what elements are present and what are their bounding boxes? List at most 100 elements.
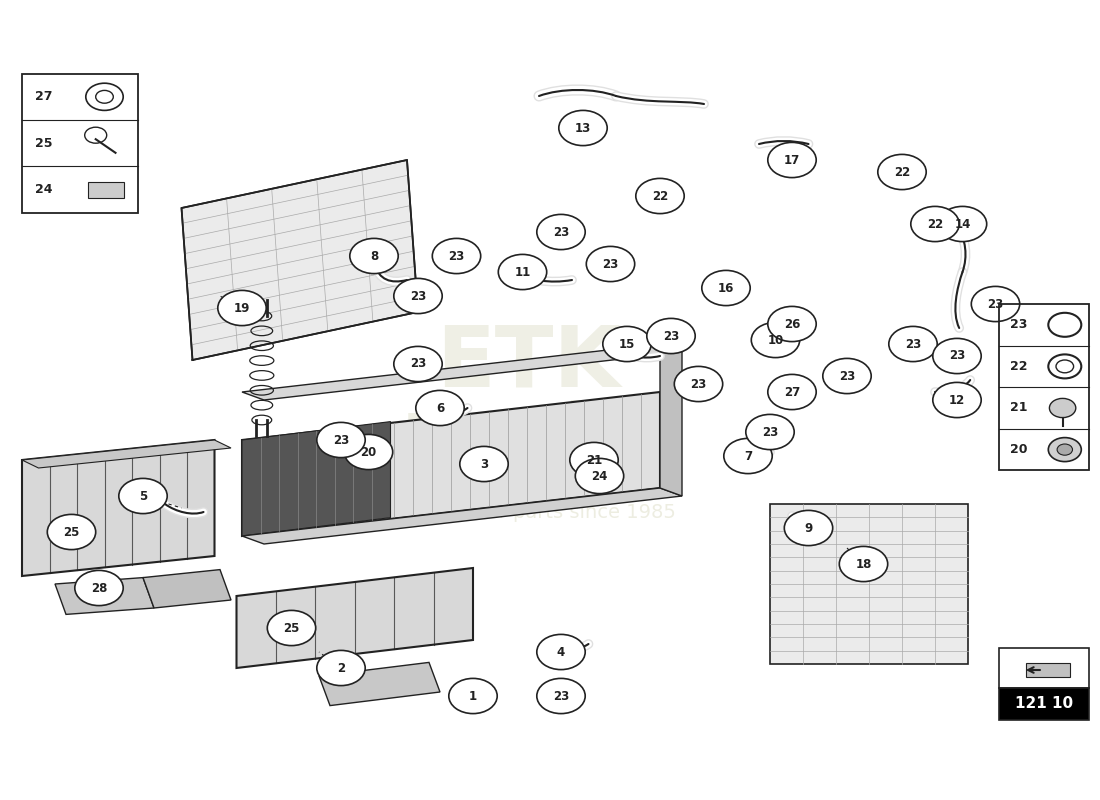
Circle shape bbox=[1057, 444, 1072, 455]
Circle shape bbox=[394, 346, 442, 382]
Text: 11: 11 bbox=[515, 266, 530, 278]
Circle shape bbox=[1049, 398, 1076, 418]
Circle shape bbox=[911, 206, 959, 242]
Text: 6: 6 bbox=[436, 402, 444, 414]
Text: 23: 23 bbox=[905, 338, 921, 350]
Circle shape bbox=[537, 634, 585, 670]
Text: 23: 23 bbox=[1010, 318, 1027, 331]
Circle shape bbox=[350, 238, 398, 274]
Text: 22: 22 bbox=[894, 166, 910, 178]
Circle shape bbox=[537, 214, 585, 250]
Text: 1: 1 bbox=[469, 690, 477, 702]
Polygon shape bbox=[55, 578, 154, 614]
Circle shape bbox=[933, 338, 981, 374]
Text: 22: 22 bbox=[652, 190, 668, 202]
Circle shape bbox=[218, 290, 266, 326]
Polygon shape bbox=[22, 440, 231, 468]
Circle shape bbox=[784, 510, 833, 546]
Text: 9: 9 bbox=[804, 522, 813, 534]
Text: 23: 23 bbox=[762, 426, 778, 438]
Text: 24: 24 bbox=[592, 470, 607, 482]
Text: 22: 22 bbox=[1010, 360, 1027, 373]
Text: 22: 22 bbox=[927, 218, 943, 230]
Text: 20: 20 bbox=[1010, 443, 1027, 456]
Circle shape bbox=[636, 178, 684, 214]
Text: 13: 13 bbox=[575, 122, 591, 134]
Circle shape bbox=[75, 570, 123, 606]
Circle shape bbox=[724, 438, 772, 474]
Circle shape bbox=[559, 110, 607, 146]
Text: a passion for parts since 1985: a passion for parts since 1985 bbox=[381, 502, 675, 522]
Circle shape bbox=[575, 458, 624, 494]
Text: 21: 21 bbox=[1010, 402, 1027, 414]
Circle shape bbox=[746, 414, 794, 450]
Text: 23: 23 bbox=[603, 258, 618, 270]
FancyBboxPatch shape bbox=[88, 182, 124, 198]
Polygon shape bbox=[22, 440, 215, 576]
Polygon shape bbox=[770, 504, 968, 664]
Circle shape bbox=[267, 610, 316, 646]
Text: 8: 8 bbox=[370, 250, 378, 262]
Circle shape bbox=[702, 270, 750, 306]
Circle shape bbox=[432, 238, 481, 274]
Circle shape bbox=[317, 650, 365, 686]
Text: 25: 25 bbox=[35, 137, 53, 150]
Circle shape bbox=[878, 154, 926, 190]
Polygon shape bbox=[319, 662, 440, 706]
FancyBboxPatch shape bbox=[999, 687, 1089, 720]
Circle shape bbox=[570, 442, 618, 478]
Polygon shape bbox=[182, 160, 418, 360]
Circle shape bbox=[823, 358, 871, 394]
Circle shape bbox=[317, 422, 365, 458]
FancyBboxPatch shape bbox=[1026, 662, 1070, 677]
Polygon shape bbox=[660, 344, 682, 496]
Circle shape bbox=[586, 246, 635, 282]
Circle shape bbox=[449, 678, 497, 714]
Text: 27: 27 bbox=[35, 90, 53, 103]
Circle shape bbox=[647, 318, 695, 354]
Text: 20: 20 bbox=[361, 446, 376, 458]
Circle shape bbox=[839, 546, 888, 582]
Text: 16: 16 bbox=[718, 282, 734, 294]
Text: 7: 7 bbox=[744, 450, 752, 462]
Text: 23: 23 bbox=[553, 226, 569, 238]
Text: 3: 3 bbox=[480, 458, 488, 470]
Text: 17: 17 bbox=[784, 154, 800, 166]
Text: 23: 23 bbox=[449, 250, 464, 262]
Polygon shape bbox=[236, 568, 473, 668]
Circle shape bbox=[119, 478, 167, 514]
Text: 23: 23 bbox=[663, 330, 679, 342]
Text: 21: 21 bbox=[586, 454, 602, 466]
Circle shape bbox=[394, 278, 442, 314]
Text: 23: 23 bbox=[333, 434, 349, 446]
Text: 23: 23 bbox=[988, 298, 1003, 310]
Circle shape bbox=[889, 326, 937, 362]
Circle shape bbox=[47, 514, 96, 550]
Circle shape bbox=[1048, 438, 1081, 462]
Text: 2: 2 bbox=[337, 662, 345, 674]
Text: 23: 23 bbox=[553, 690, 569, 702]
Circle shape bbox=[674, 366, 723, 402]
Text: 25: 25 bbox=[284, 622, 299, 634]
Text: 23: 23 bbox=[691, 378, 706, 390]
Circle shape bbox=[938, 206, 987, 242]
Text: 23: 23 bbox=[949, 350, 965, 362]
Circle shape bbox=[768, 306, 816, 342]
Text: 23: 23 bbox=[410, 358, 426, 370]
Circle shape bbox=[971, 286, 1020, 322]
Text: 10: 10 bbox=[768, 334, 783, 346]
Polygon shape bbox=[242, 344, 682, 400]
Polygon shape bbox=[242, 392, 660, 536]
Text: ETK
parts: ETK parts bbox=[400, 322, 656, 478]
Text: 14: 14 bbox=[955, 218, 970, 230]
Text: 15: 15 bbox=[619, 338, 635, 350]
Text: 5: 5 bbox=[139, 490, 147, 502]
Text: 26: 26 bbox=[784, 318, 800, 330]
Text: 28: 28 bbox=[91, 582, 107, 594]
Text: 24: 24 bbox=[35, 183, 53, 196]
Circle shape bbox=[751, 322, 800, 358]
Text: 4: 4 bbox=[557, 646, 565, 658]
Circle shape bbox=[933, 382, 981, 418]
Text: 18: 18 bbox=[856, 558, 871, 570]
Text: 19: 19 bbox=[234, 302, 250, 314]
